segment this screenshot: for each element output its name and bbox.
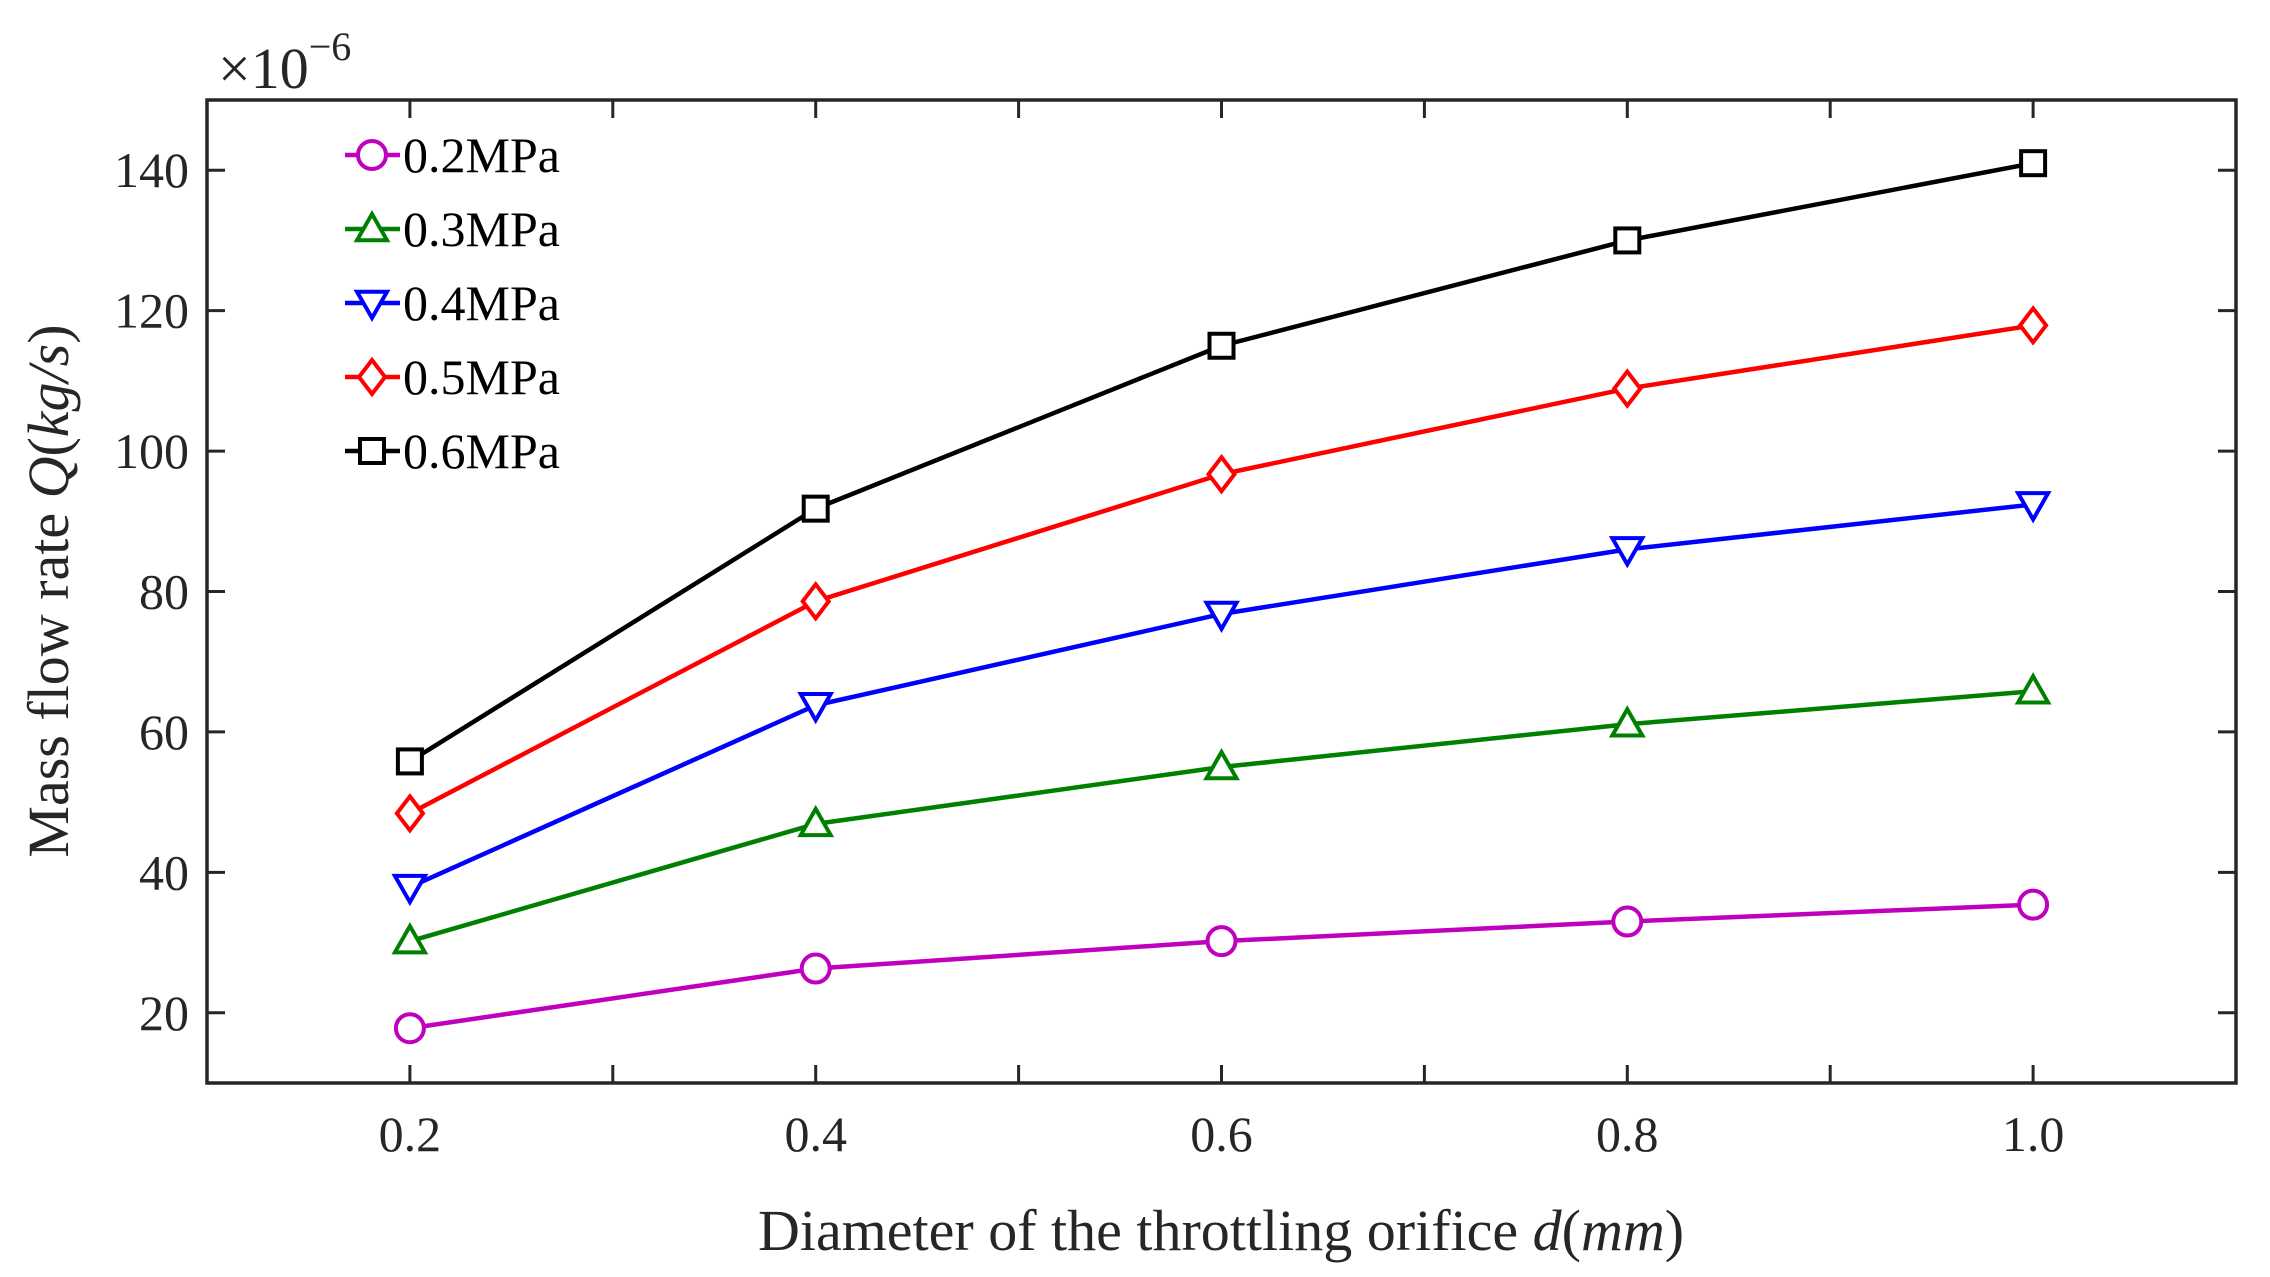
series-0.3MPa bbox=[391, 672, 2052, 955]
data-point bbox=[2017, 888, 2050, 921]
data-point bbox=[391, 873, 429, 907]
legend-item: 0.2MPa bbox=[345, 127, 560, 183]
y-tick-label: 120 bbox=[114, 283, 189, 339]
x-tick-label: 0.4 bbox=[784, 1106, 847, 1162]
legend-label: 0.5MPa bbox=[403, 349, 560, 405]
x-tick-label: 0.2 bbox=[379, 1106, 442, 1162]
legend-marker bbox=[353, 209, 391, 243]
data-point bbox=[1611, 368, 1643, 409]
data-point bbox=[801, 494, 830, 523]
y-axis-label: Mass flow rate Q(kg/s) bbox=[16, 324, 81, 857]
y-tick-label: 80 bbox=[139, 564, 189, 620]
data-point bbox=[2017, 305, 2049, 346]
data-point bbox=[391, 922, 429, 955]
data-point bbox=[1608, 536, 1646, 569]
data-point bbox=[393, 1012, 426, 1045]
legend-item: 0.4MPa bbox=[345, 275, 560, 331]
y-tick-labels: 20 40 60 80 100 120 140 bbox=[114, 142, 189, 1041]
data-point bbox=[800, 581, 832, 622]
data-point bbox=[1608, 705, 1646, 738]
y-tick-label: 60 bbox=[139, 704, 189, 760]
series-0.2MPa bbox=[393, 888, 2050, 1045]
legend-label: 0.3MPa bbox=[403, 201, 560, 257]
x-tick-label: 0.8 bbox=[1596, 1106, 1659, 1162]
data-point bbox=[1611, 905, 1644, 938]
legend-item: 0.3MPa bbox=[345, 201, 560, 257]
y-tick-label: 40 bbox=[139, 844, 189, 900]
legend-marker bbox=[353, 289, 391, 323]
data-point bbox=[395, 747, 424, 776]
y-tick-label: 140 bbox=[114, 142, 189, 198]
data-point bbox=[2019, 149, 2048, 178]
axis-ticks bbox=[207, 100, 2236, 1083]
y-tick-label: 20 bbox=[139, 985, 189, 1041]
data-point bbox=[1613, 226, 1642, 255]
legend-label: 0.6MPa bbox=[403, 423, 560, 479]
legend-marker bbox=[358, 437, 386, 465]
series-0.5MPa bbox=[394, 305, 2049, 834]
legend: 0.2MPa 0.3MPa 0.4MPa 0.5MPa 0.6MPa bbox=[345, 127, 560, 479]
legend-label: 0.4MPa bbox=[403, 275, 560, 331]
data-point bbox=[1203, 748, 1240, 781]
data-point bbox=[1203, 600, 1240, 633]
x-axis-label: Diameter of the throttling orifice d(mm) bbox=[758, 1198, 1684, 1263]
data-point bbox=[394, 793, 426, 834]
x-tick-label: 0.6 bbox=[1190, 1106, 1253, 1162]
series-0.6MPa bbox=[395, 149, 2048, 776]
data-point bbox=[797, 691, 835, 725]
y-axis-multiplier: ×10−6 bbox=[218, 24, 351, 101]
x-tick-labels: 0.2 0.4 0.6 0.8 1.0 bbox=[379, 1106, 2065, 1162]
data-point bbox=[1207, 331, 1236, 360]
x-tick-label: 1.0 bbox=[2002, 1106, 2065, 1162]
data-point bbox=[1205, 925, 1238, 958]
legend-item: 0.5MPa bbox=[345, 349, 560, 405]
legend-marker bbox=[356, 356, 388, 398]
series-layer bbox=[391, 149, 2052, 1045]
series-0.4MPa bbox=[391, 491, 2052, 907]
data-point bbox=[2014, 491, 2052, 524]
legend-label: 0.2MPa bbox=[403, 127, 560, 183]
y-tick-label: 100 bbox=[114, 423, 189, 479]
legend-marker bbox=[356, 139, 388, 171]
data-point bbox=[1205, 453, 1238, 495]
data-point bbox=[799, 952, 832, 985]
data-point bbox=[2014, 672, 2052, 705]
data-point bbox=[797, 804, 835, 838]
legend-item: 0.6MPa bbox=[345, 423, 560, 479]
